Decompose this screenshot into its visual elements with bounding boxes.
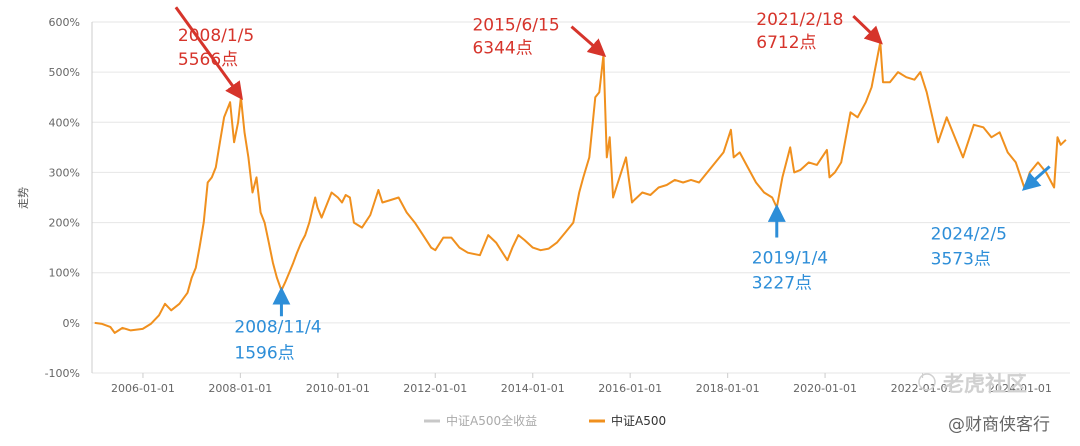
y-tick-label: 0%: [63, 317, 80, 330]
watermark-secondary: @财商侠客行: [948, 415, 1050, 435]
annotation-arrow-icon: [852, 14, 883, 45]
y-tick-label: 400%: [49, 116, 80, 129]
legend-item[interactable]: 中证A500全收益: [424, 413, 537, 428]
annotation-date: 2021/2/18: [756, 10, 843, 30]
y-tick-label: 600%: [49, 16, 80, 29]
y-tick-label: 300%: [49, 166, 80, 179]
annotation-red: 2008/1/5 5566点: [174, 6, 254, 101]
watermark-logo-icon: [918, 373, 936, 391]
annotation-blue: 2008/11/4 1596点: [234, 286, 322, 363]
annotation-value: 6344点: [472, 39, 532, 59]
annotation-value: 5566点: [178, 50, 238, 70]
legend-label: 中证A500: [611, 413, 666, 428]
legend[interactable]: 中证A500全收益 中证A500: [424, 413, 666, 428]
x-tick-label: 2024-01-01: [988, 382, 1052, 395]
x-tick-label: 2018-01-01: [696, 382, 760, 395]
y-axis-ticks: -100% 0% 100% 200% 300% 400% 500% 600%: [45, 16, 80, 380]
legend-item[interactable]: 中证A500: [589, 413, 666, 428]
annotation-arrow-icon: [1021, 165, 1051, 191]
y-tick-label: 100%: [49, 267, 80, 280]
legend-label: 中证A500全收益: [446, 413, 537, 428]
annotation-date: 2008/11/4: [234, 317, 321, 337]
annotation-value: 3573点: [931, 249, 991, 269]
annotations: 2008/1/5 5566点 2008/11/4 1596点 2015/6/15 6344…: [174, 6, 1051, 363]
watermark-primary: 老虎社区: [943, 372, 1027, 396]
watermark: 老虎社区 @财商侠客行: [918, 372, 1050, 435]
grid-lines: [91, 21, 1070, 374]
y-tick-label: 500%: [49, 66, 80, 79]
y-tick-label: 200%: [49, 217, 80, 230]
annotation-arrow-icon: [174, 6, 243, 101]
series-layer: [94, 41, 1067, 334]
annotation-blue: 2024/2/5 3573点: [931, 165, 1051, 269]
x-tick-label: 2020-01-01: [793, 382, 857, 395]
x-axis-ticks: 2006-01-01 2008-01-01 2010-01-01 2012-01-01…: [111, 373, 1052, 395]
annotation-red: 2021/2/18 6712点: [756, 10, 883, 53]
annotation-red: 2015/6/15 6344点: [472, 16, 607, 59]
x-tick-label: 2012-01-01: [403, 382, 467, 395]
x-tick-label: 2006-01-01: [111, 382, 175, 395]
x-tick-label: 2014-01-01: [501, 382, 565, 395]
y-tick-label: -100%: [45, 367, 80, 380]
annotation-arrow-icon: [570, 25, 607, 57]
annotation-value: 3227点: [752, 274, 812, 294]
annotation-value: 6712点: [756, 33, 816, 53]
annotation-date: 2024/2/5: [931, 224, 1007, 244]
y-axis-title: 走势: [17, 187, 30, 209]
annotation-date: 2008/1/5: [178, 26, 254, 46]
x-tick-label: 2010-01-01: [306, 382, 370, 395]
x-tick-label: 2008-01-01: [208, 382, 272, 395]
annotation-value: 1596点: [234, 343, 294, 363]
annotation-date: 2019/1/4: [752, 249, 828, 269]
x-tick-label: 2016-01-01: [598, 382, 662, 395]
annotation-blue: 2019/1/4 3227点: [752, 203, 828, 294]
annotation-date: 2015/6/15: [472, 16, 559, 36]
series-line-a500: [94, 41, 1067, 334]
